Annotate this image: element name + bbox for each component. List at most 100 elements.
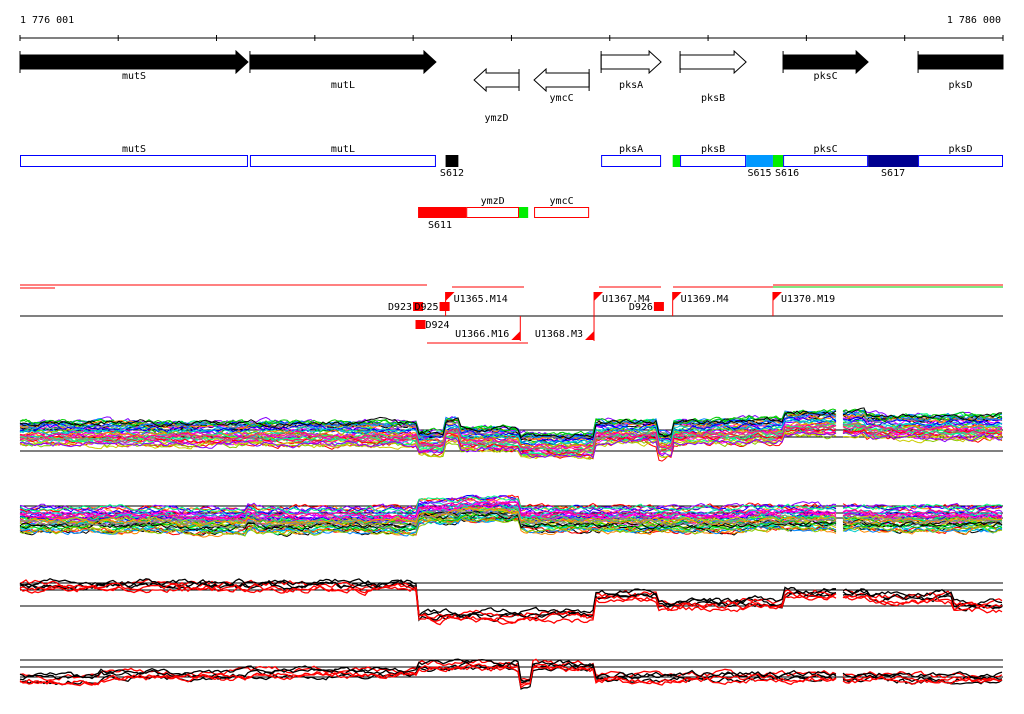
profile-line (19, 431, 837, 460)
gene-arrow-icon (249, 49, 437, 75)
profile-line (19, 509, 837, 530)
profile-line (19, 495, 837, 514)
transcript-box-mutS (20, 155, 248, 167)
segment-flag-icon (585, 331, 595, 340)
gene-label: mutL (331, 80, 355, 91)
segment-label: D925 (415, 302, 439, 313)
gene-label: pksD (948, 80, 972, 91)
transcript-track-minus: ymzD ymcC S611 (418, 196, 590, 231)
segment-flag-icon (772, 292, 782, 301)
segment-flag-icon (594, 292, 604, 301)
transcript-label: ymzD (481, 196, 505, 207)
profile-line (19, 577, 836, 619)
profile-line (842, 588, 1003, 606)
transcript-box-ymcC (534, 207, 590, 218)
profile-line (19, 415, 837, 446)
profile-line (19, 658, 837, 682)
profile-line (19, 494, 837, 515)
segment-flag-icon (672, 292, 682, 301)
profile-line (842, 521, 1003, 528)
profile-line (19, 424, 837, 451)
gene-label: pksA (619, 80, 643, 91)
signal-label: S617 (881, 168, 905, 179)
expression-profiles (19, 407, 1003, 690)
transcript-label: pksD (948, 144, 972, 155)
profile-line (842, 518, 1003, 528)
gene-arrow-icon (917, 54, 1004, 70)
expression-panel-2 (19, 494, 1003, 538)
segment-track: D923 D925 U1365.M14 D924 U1366.M16 U1368.M3 U1… (20, 284, 1003, 344)
segment-label: D926 (629, 302, 653, 313)
gene-track: mutS mutL ymzD ymcC pksA pksB pksC pksD (19, 49, 1004, 124)
gene-label: ymcC (550, 93, 574, 104)
profile-line (842, 407, 1002, 422)
profile-line (19, 431, 837, 459)
transcript-box-pksA (601, 155, 662, 167)
expression-panel-4 (19, 658, 1003, 690)
profile-line (842, 594, 1003, 611)
transcript-box-pksD (918, 155, 1003, 167)
ruler-start-label: 1 776 001 (20, 15, 74, 26)
profile-line (842, 424, 1003, 435)
profile-line (19, 424, 837, 454)
signal-box-S617 (868, 155, 919, 167)
gene-label: pksB (701, 93, 725, 104)
transcript-label: pksB (701, 144, 725, 155)
profile-line (842, 526, 1003, 534)
signal-box-S611 (418, 207, 467, 218)
gene-arrow-icon (782, 49, 869, 75)
transcript-label: mutS (122, 144, 146, 155)
profile-line (842, 424, 1003, 436)
segment-label: D923 (388, 302, 412, 313)
segment-label: D924 (426, 320, 450, 331)
transcript-label: pksC (814, 144, 838, 155)
profile-line (19, 581, 837, 623)
gene-label: ymzD (485, 113, 509, 124)
profile-line (19, 410, 837, 440)
segment-marker-D925 (439, 302, 450, 311)
signal-box (519, 207, 529, 218)
gene-arrow-icon (533, 67, 590, 93)
segment-label: U1366.M16 (455, 329, 509, 340)
transcript-track-plus: mutS mutL pksA pksB pksC pksD S612 S615 S616 S617 (20, 144, 1003, 179)
profile-line (842, 421, 1003, 431)
gene-arrow-icon (600, 49, 662, 75)
profile-line (842, 434, 1003, 444)
profile-line (842, 670, 1003, 682)
profile-line (842, 673, 1003, 684)
signal-label: S615 (747, 168, 771, 179)
expression-panel-1 (19, 407, 1003, 462)
profile-line (842, 515, 1003, 525)
transcript-box-pksB (680, 155, 747, 167)
profile-line (842, 503, 1003, 513)
profile-line (19, 494, 837, 515)
profile-line (842, 508, 1003, 518)
profile-line (842, 675, 1003, 686)
expression-panel-3 (19, 577, 1003, 626)
profile-line (19, 579, 837, 620)
profile-line (842, 671, 1003, 679)
transcript-label: ymcC (550, 196, 574, 207)
gene-pksA: pksA (600, 49, 662, 91)
profile-line (842, 504, 1003, 511)
segment-marker-D924 (415, 320, 426, 329)
profile-line (19, 516, 837, 537)
signal-box (672, 155, 681, 167)
gene-ymcC: ymcC (533, 67, 590, 104)
profile-line (19, 408, 837, 438)
gene-ymzD: ymzD (473, 67, 520, 124)
segment-label: U1369.M4 (681, 294, 729, 305)
profile-line (842, 513, 1003, 522)
segment-label: U1368.M3 (535, 329, 583, 340)
transcript-label: mutL (331, 144, 355, 155)
profile-line (842, 502, 1003, 510)
signal-box-S612 (445, 155, 459, 167)
profile-line (19, 421, 837, 450)
transcript-label: pksA (619, 144, 643, 155)
segment-marker-D923 (413, 302, 424, 311)
gene-pksB: pksB (679, 49, 747, 104)
profile-line (19, 665, 837, 689)
profile-line (842, 427, 1003, 439)
profile-line (842, 431, 1003, 443)
